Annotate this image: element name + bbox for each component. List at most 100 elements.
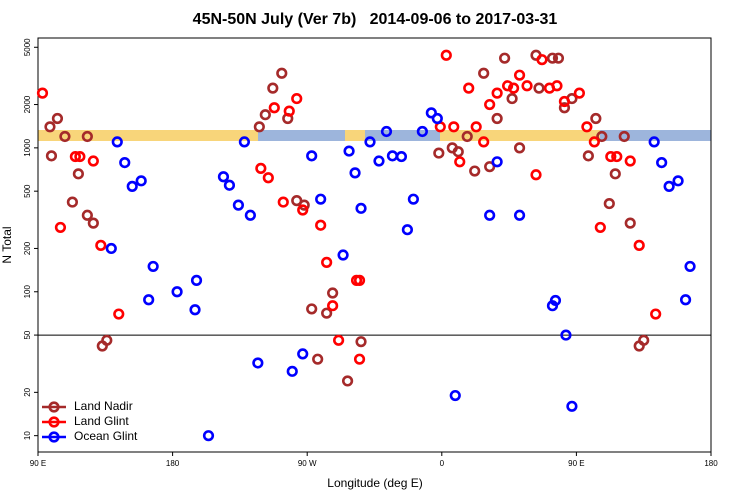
point — [312, 353, 324, 365]
land-strip — [38, 130, 258, 141]
y-tick-label: 200 — [23, 241, 32, 255]
point — [291, 92, 303, 105]
point — [259, 109, 271, 121]
point — [549, 294, 562, 307]
point — [355, 202, 367, 214]
point — [560, 329, 572, 341]
point — [684, 260, 696, 273]
point — [484, 161, 496, 173]
point — [253, 121, 265, 133]
legend-marker — [48, 401, 60, 413]
legend-label: Land Nadir — [74, 399, 133, 413]
point — [491, 156, 503, 168]
point — [469, 165, 481, 177]
x-tick-label: 90 W — [298, 459, 317, 468]
point — [499, 52, 511, 64]
point — [638, 334, 650, 346]
point — [283, 105, 295, 117]
y-tick-label: 2000 — [23, 95, 32, 113]
point — [44, 121, 56, 133]
point — [315, 219, 327, 231]
land-strip — [345, 130, 365, 141]
y-tick-label: 20 — [23, 387, 32, 396]
land-strip — [440, 130, 600, 141]
point — [478, 67, 490, 79]
point — [672, 175, 684, 187]
point — [484, 98, 496, 111]
series — [105, 107, 696, 442]
point — [276, 67, 288, 79]
point — [648, 136, 660, 148]
point — [81, 209, 93, 221]
y-tick-label: 1000 — [23, 138, 32, 156]
point — [581, 121, 593, 133]
point — [190, 274, 203, 286]
point — [416, 125, 428, 138]
point — [74, 150, 86, 163]
point — [395, 150, 408, 163]
point — [373, 155, 385, 167]
point — [536, 54, 548, 66]
point — [113, 308, 125, 320]
point — [401, 224, 414, 236]
point — [431, 112, 443, 125]
point — [650, 308, 662, 320]
point — [513, 209, 526, 221]
series — [44, 49, 650, 387]
point — [491, 87, 503, 99]
point — [440, 49, 452, 61]
point — [238, 136, 250, 148]
point — [255, 162, 267, 174]
point — [66, 196, 78, 208]
point — [171, 286, 183, 298]
point — [126, 180, 138, 192]
point — [298, 199, 310, 211]
ocean-strip — [38, 130, 711, 141]
y-tick-label: 5000 — [23, 38, 32, 56]
point — [45, 150, 58, 162]
point — [588, 136, 600, 148]
point — [306, 303, 318, 315]
x-tick-label: 180 — [704, 459, 718, 468]
point — [105, 242, 117, 255]
point — [54, 221, 67, 234]
point — [611, 150, 623, 163]
point — [333, 334, 345, 346]
y-tick-label: 500 — [23, 184, 32, 198]
y-tick-label: 100 — [23, 285, 32, 299]
point — [135, 175, 147, 187]
point — [552, 52, 565, 64]
point — [491, 112, 503, 125]
point — [461, 130, 473, 143]
x-tick-label: 90 E — [30, 459, 46, 468]
point — [452, 146, 464, 158]
point — [101, 334, 113, 346]
point — [59, 130, 71, 143]
point — [252, 357, 264, 369]
point — [36, 87, 49, 99]
point — [507, 82, 520, 94]
point — [624, 217, 636, 229]
point — [327, 300, 339, 312]
point — [364, 136, 376, 148]
point — [679, 294, 692, 306]
point — [306, 150, 318, 162]
x-axis-title: Longitude (deg E) — [327, 476, 422, 490]
point — [267, 82, 279, 94]
series — [36, 49, 662, 365]
point — [87, 155, 99, 167]
point — [609, 168, 621, 180]
point — [594, 221, 606, 234]
point — [449, 389, 461, 402]
point — [582, 150, 594, 162]
point — [533, 82, 545, 94]
point — [111, 136, 123, 148]
point — [656, 156, 668, 169]
point — [286, 365, 298, 377]
point — [463, 82, 475, 94]
point — [484, 209, 496, 221]
point — [268, 102, 280, 114]
point — [478, 136, 490, 148]
point — [217, 171, 230, 183]
